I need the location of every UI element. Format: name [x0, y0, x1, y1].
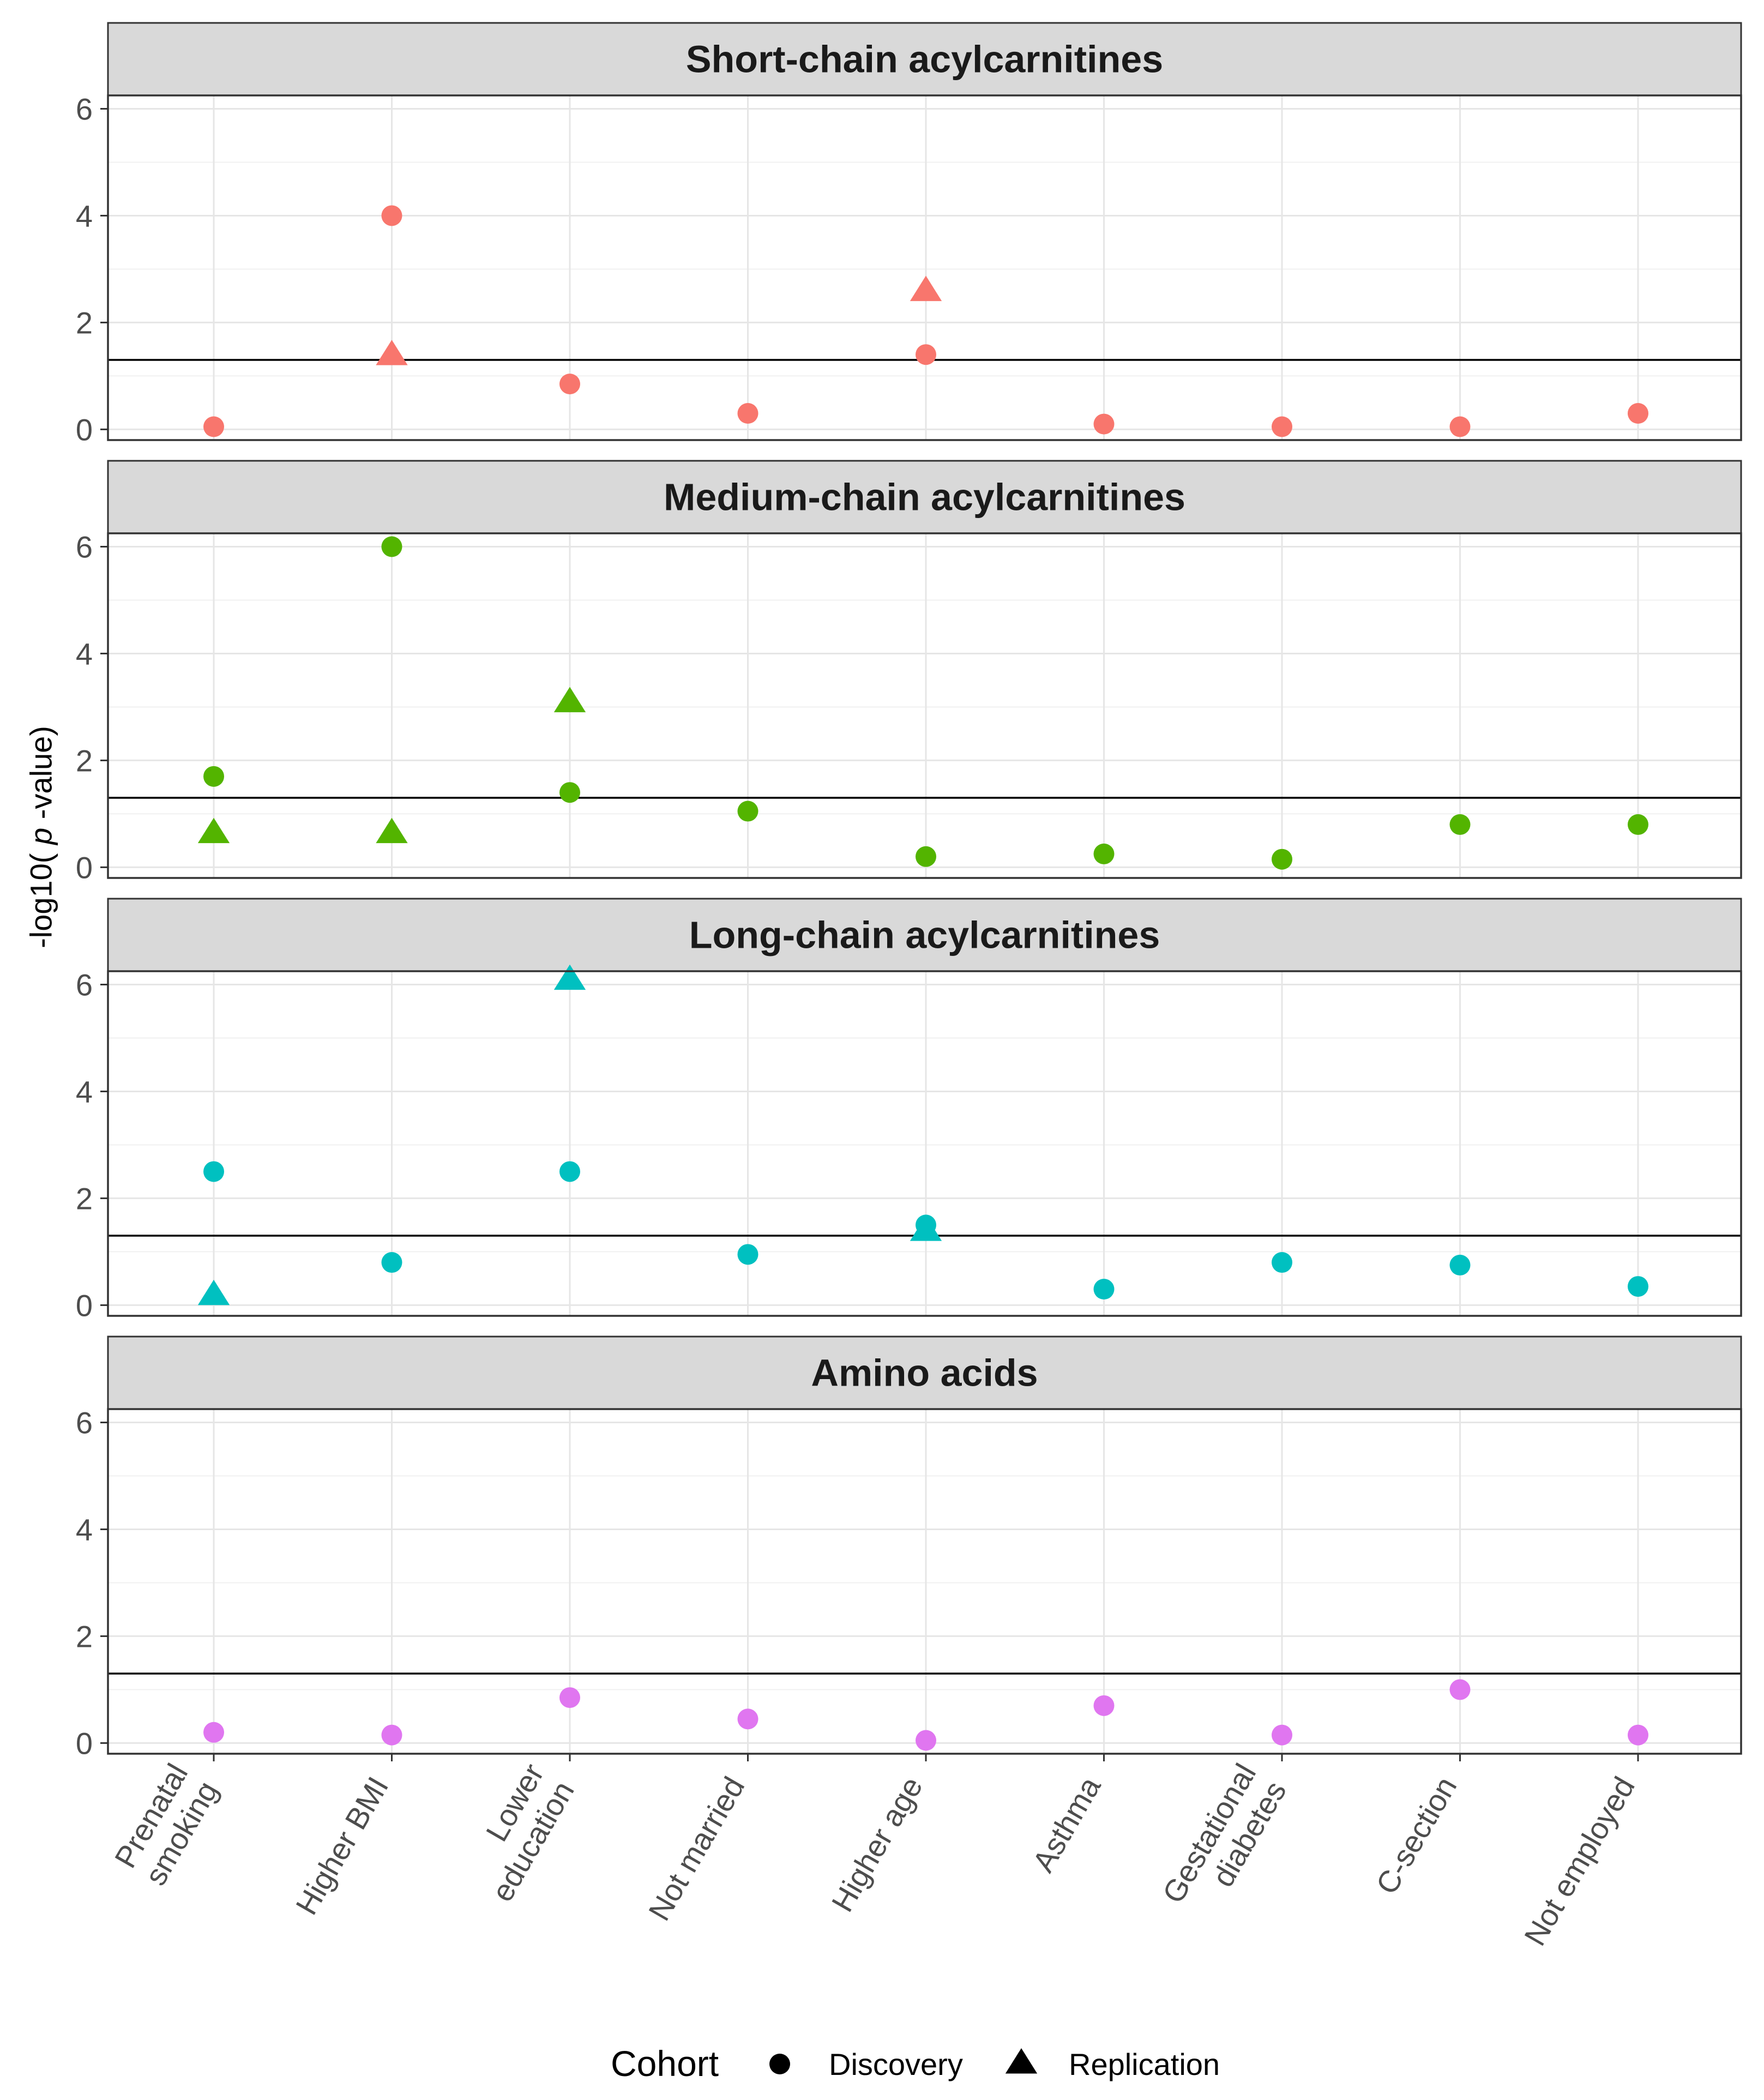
discovery-point [737, 801, 758, 822]
discovery-point [737, 403, 758, 424]
facet-strip [107, 460, 1742, 534]
panel-background [108, 971, 1741, 1316]
x-tick-label: C-section [1369, 1771, 1464, 1900]
y-tick-label: 0 [76, 1726, 93, 1760]
y-tick-label: 6 [76, 92, 93, 126]
discovery-point [381, 205, 402, 226]
y-tick-label: 2 [76, 305, 93, 340]
x-tick-label-line: C-section [1369, 1771, 1464, 1900]
discovery-point [559, 374, 580, 395]
y-tick-label: 2 [76, 1619, 93, 1653]
facet-title: Amino acids [811, 1352, 1038, 1394]
y-tick-label: 4 [76, 1512, 93, 1547]
discovery-point [1449, 416, 1471, 437]
discovery-point [381, 1252, 402, 1273]
legend-replication-label: Replication [1069, 2047, 1220, 2081]
panel-border [107, 532, 1742, 879]
discovery-point [916, 344, 936, 365]
x-tick-label: Higher BMI [289, 1771, 395, 1921]
discovery-point [203, 416, 224, 437]
discovery-point [1093, 843, 1115, 864]
y-tick-label: 6 [76, 529, 93, 564]
x-tick-label: Not married [642, 1771, 751, 1927]
panel-border [107, 1408, 1742, 1755]
discovery-point [1272, 1724, 1292, 1746]
y-tick-label: 0 [76, 1288, 93, 1322]
discovery-point [559, 1161, 580, 1182]
facet-strip [107, 1335, 1742, 1410]
discovery-point [1272, 416, 1292, 437]
legend-discovery-label: Discovery [829, 2047, 963, 2081]
discovery-point [1449, 1679, 1471, 1700]
x-tick-label-line: Asthma [1026, 1771, 1107, 1878]
discovery-point [559, 782, 580, 803]
discovery-point [1093, 413, 1115, 435]
y-tick-label: 6 [76, 1405, 93, 1440]
discovery-point [916, 846, 936, 867]
y-tick-label: 6 [76, 967, 93, 1002]
panel-background [108, 95, 1741, 440]
discovery-point [203, 1722, 224, 1743]
facet-title: Long-chain acylcarnitines [689, 914, 1160, 956]
x-tick-label-line: Higher BMI [289, 1771, 395, 1921]
discovery-point [1449, 1254, 1471, 1275]
discovery-point [1628, 1724, 1648, 1746]
legend-replication-symbol [1005, 2048, 1038, 2074]
panel-background [108, 1409, 1741, 1754]
x-tick-label: Gestationaldiabetes [1155, 1758, 1293, 1927]
y-tick-label: 4 [76, 636, 93, 671]
panel-border [107, 94, 1742, 441]
discovery-point [737, 1244, 758, 1265]
discovery-point [559, 1687, 580, 1708]
discovery-point [1272, 1252, 1292, 1273]
replication-point [910, 1216, 942, 1241]
panel-background [108, 533, 1741, 878]
x-tick-label-line: Not married [642, 1771, 751, 1927]
discovery-point [1272, 849, 1292, 870]
replication-point [553, 687, 586, 713]
y-tick-label: 0 [76, 412, 93, 447]
facet-title: Medium-chain acylcarnitines [664, 476, 1185, 519]
x-tick-label-line: Higher age [824, 1771, 929, 1918]
x-tick-label: Higher age [824, 1771, 929, 1918]
discovery-point [916, 1730, 936, 1751]
replication-point [197, 817, 230, 844]
replication-point [910, 275, 942, 302]
x-tick-label: Lowereducation [454, 1758, 580, 1908]
discovery-point [203, 1161, 224, 1182]
x-tick-label: Asthma [1026, 1771, 1107, 1878]
replication-point [553, 964, 586, 990]
replication-point [376, 817, 408, 844]
discovery-point [203, 766, 224, 787]
discovery-point [1628, 1276, 1648, 1297]
y-tick-label: 2 [76, 743, 93, 778]
discovery-point [1093, 1279, 1115, 1300]
x-tick-label: Prenatalsmoking [108, 1758, 225, 1891]
replication-point [197, 1279, 230, 1305]
discovery-point [1628, 403, 1648, 424]
discovery-point [737, 1708, 758, 1730]
y-tick-label: 2 [76, 1181, 93, 1216]
facet-strip [107, 22, 1742, 97]
y-tick-label: 0 [76, 850, 93, 884]
x-tick-label: Not employed [1518, 1771, 1641, 1952]
replication-point [376, 340, 408, 365]
legend-discovery-symbol [769, 2054, 790, 2074]
discovery-point [381, 1724, 402, 1746]
y-tick-label: 4 [76, 198, 93, 233]
discovery-point [1628, 814, 1648, 835]
discovery-point [1093, 1695, 1115, 1716]
y-tick-label: 4 [76, 1074, 93, 1109]
legend-title: Cohort [611, 2043, 719, 2084]
facet-strip [107, 898, 1742, 972]
x-tick-label-line: Not employed [1518, 1771, 1641, 1952]
panel-border [107, 970, 1742, 1317]
facet-title: Short-chain acylcarnitines [686, 38, 1163, 81]
discovery-point [381, 536, 402, 557]
discovery-point [1449, 814, 1471, 835]
